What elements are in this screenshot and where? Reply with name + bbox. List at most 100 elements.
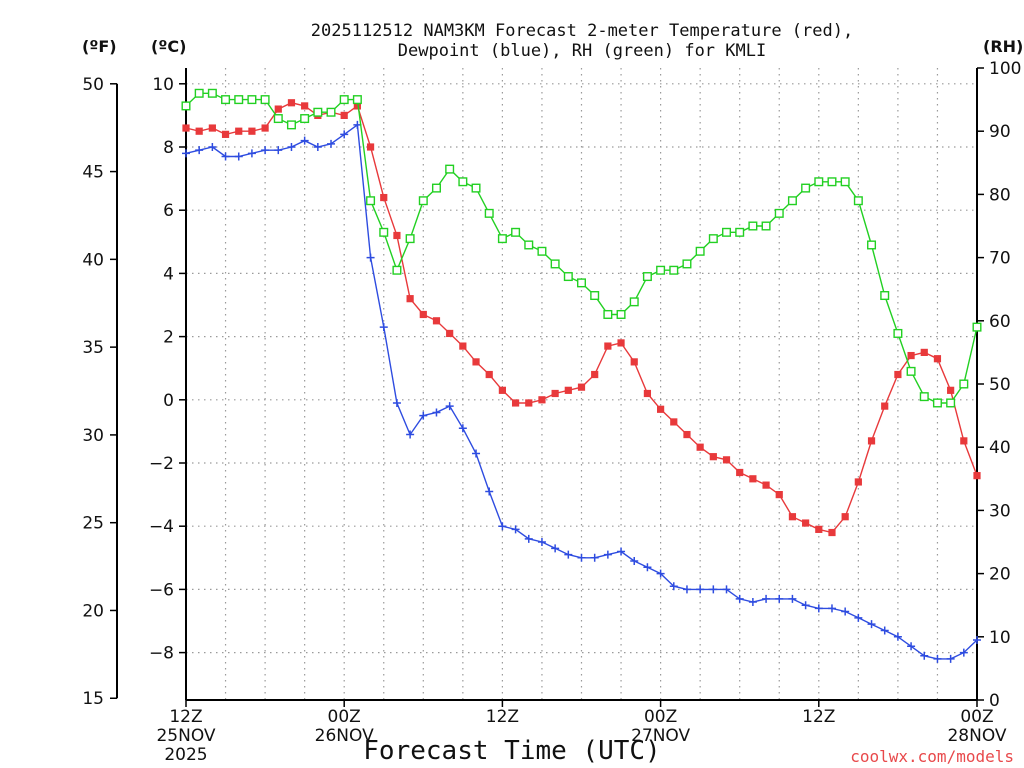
source-credit: coolwx.com/models bbox=[850, 747, 1014, 766]
dewpoint-point bbox=[234, 152, 243, 161]
temperature-point bbox=[696, 443, 704, 451]
dewpoint-point bbox=[590, 553, 599, 562]
rh-point bbox=[247, 95, 257, 105]
rh-tick-label: 30 bbox=[989, 501, 1011, 521]
temperature-point bbox=[419, 310, 427, 319]
temperature-point bbox=[657, 405, 665, 413]
rh-point bbox=[616, 309, 626, 319]
rh-point bbox=[735, 227, 745, 237]
dewpoint-point bbox=[880, 626, 889, 635]
temperature-point bbox=[617, 339, 625, 347]
dewpoint-point bbox=[841, 607, 850, 616]
dewpoint-point bbox=[762, 594, 771, 603]
temperature-point bbox=[591, 370, 599, 379]
temperature-point bbox=[459, 342, 467, 350]
x-tick-label-time: 00Z bbox=[328, 707, 361, 727]
rh-point bbox=[458, 177, 468, 187]
dewpoint-point bbox=[748, 598, 757, 607]
celsius-tick-label: −6 bbox=[149, 580, 174, 600]
series-group bbox=[181, 88, 982, 663]
fahrenheit-tick-label: 20 bbox=[82, 601, 104, 621]
temperature-point bbox=[564, 386, 572, 394]
dewpoint-point bbox=[472, 449, 481, 458]
rh-point bbox=[590, 291, 600, 301]
rh-point bbox=[669, 265, 679, 275]
temperature-point bbox=[683, 430, 691, 439]
rh-point bbox=[787, 196, 797, 206]
celsius-tick-label: 0 bbox=[163, 391, 174, 411]
dewpoint-point bbox=[867, 620, 876, 629]
dewpoint-point bbox=[195, 146, 204, 155]
rh-point bbox=[761, 221, 771, 231]
dewpoint-point bbox=[709, 585, 718, 594]
dewpoint-point bbox=[564, 550, 573, 559]
dewpoint-point bbox=[933, 654, 942, 663]
dewpoint-point bbox=[551, 544, 560, 553]
fahrenheit-tick-label: 45 bbox=[82, 163, 104, 183]
rh-tick-label: 100 bbox=[989, 59, 1021, 79]
dewpoint-point bbox=[182, 149, 190, 158]
dewpoint-point bbox=[827, 604, 836, 613]
temperature-point bbox=[894, 370, 902, 379]
dewpoint-point bbox=[406, 430, 415, 439]
rh-point bbox=[221, 95, 231, 105]
rh-tick-label: 10 bbox=[989, 628, 1011, 648]
temperature-point bbox=[248, 127, 256, 135]
dewpoint-point bbox=[485, 487, 494, 496]
temperature-point bbox=[841, 513, 849, 521]
rh-point bbox=[313, 107, 323, 117]
dewpoint-point bbox=[300, 136, 309, 145]
rh-point bbox=[880, 291, 890, 301]
rh-point bbox=[814, 177, 824, 187]
rh-tick-label: 80 bbox=[989, 185, 1011, 205]
temperature-point bbox=[538, 396, 546, 404]
temperature-point bbox=[775, 491, 783, 499]
temperature-point bbox=[287, 99, 296, 107]
dewpoint-point bbox=[392, 398, 401, 407]
chart-title-line1: 2025112512 NAM3KM Forecast 2-meter Tempe… bbox=[311, 21, 853, 41]
dewpoint-point bbox=[643, 563, 652, 572]
rh-point bbox=[972, 322, 982, 332]
rh-point bbox=[352, 95, 362, 105]
rh-point bbox=[695, 246, 705, 256]
x-tick-label-date: 25NOV bbox=[156, 726, 215, 746]
temperature-point bbox=[393, 231, 401, 240]
rh-tick-label: 60 bbox=[989, 312, 1011, 332]
dewpoint-point bbox=[537, 538, 546, 546]
dewpoint-point bbox=[221, 152, 230, 161]
rh-point bbox=[801, 183, 811, 193]
celsius-tick-label: −2 bbox=[149, 454, 174, 474]
dewpoint-point bbox=[524, 534, 533, 543]
rh-point bbox=[392, 265, 402, 275]
rh-point bbox=[524, 240, 534, 250]
rh-point bbox=[511, 227, 521, 237]
rh-point bbox=[207, 88, 217, 98]
rh-point bbox=[577, 278, 587, 288]
rh-point bbox=[946, 398, 956, 408]
temperature-point bbox=[947, 386, 955, 394]
temperature-point bbox=[736, 468, 744, 477]
rh-point bbox=[497, 234, 507, 244]
temperature-point bbox=[630, 358, 638, 366]
x-tick-label-time: 12Z bbox=[486, 707, 519, 727]
dewpoint-point bbox=[340, 130, 349, 139]
dewpoint-point bbox=[682, 585, 691, 594]
rh-point bbox=[300, 114, 310, 124]
dewpoint-point bbox=[669, 582, 678, 591]
x-tick-label-time: 12Z bbox=[169, 707, 202, 727]
fahrenheit-tick-label: 15 bbox=[82, 689, 104, 709]
dewpoint-point bbox=[854, 613, 863, 622]
temperature-point bbox=[933, 355, 942, 363]
x-tick-label-year: 2025 bbox=[164, 745, 207, 765]
temperature-point bbox=[472, 358, 480, 366]
axes: 1086420−2−4−6−85045403530252015100908070… bbox=[82, 59, 1021, 765]
temperature-point bbox=[670, 418, 678, 426]
rh-point bbox=[260, 95, 270, 105]
rh-point bbox=[827, 177, 837, 187]
temperature-point bbox=[709, 453, 717, 461]
temperature-point bbox=[261, 124, 269, 132]
dewpoint-point bbox=[577, 553, 586, 562]
temperature-point bbox=[907, 351, 915, 360]
temperature-point bbox=[788, 513, 797, 521]
rh-point bbox=[286, 120, 296, 130]
